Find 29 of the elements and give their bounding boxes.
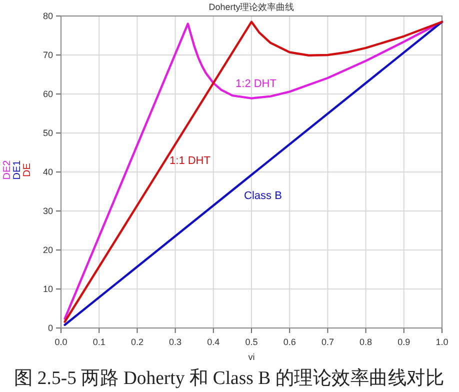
y-tick-label: 40 <box>42 167 53 177</box>
text: DE1 <box>12 160 23 180</box>
y-tick-label: 0 <box>48 323 53 333</box>
x-tick-label: 0.7 <box>321 337 334 347</box>
x-tick-label: 1.0 <box>436 337 448 347</box>
caption: 图 2.5-5 两路 Doherty 和 Class B 的理论效率曲线对比 <box>14 367 450 389</box>
x-tick-label: 0.9 <box>398 337 410 347</box>
y-tick-label: 60 <box>42 89 53 99</box>
x-tick-label: 0.5 <box>245 337 258 347</box>
y-tick-label: 50 <box>42 128 53 138</box>
text: DE2 <box>2 160 13 180</box>
y-tick-label: 20 <box>42 245 53 255</box>
x-tick-label: 0.8 <box>360 337 372 347</box>
x-tick-label: 0.6 <box>283 337 296 347</box>
annotation: Class B <box>244 190 282 202</box>
text: DE <box>22 162 33 177</box>
y-tick-label: 80 <box>42 11 53 21</box>
y-tick-label: 30 <box>42 206 53 216</box>
x-tick-label: 0.1 <box>92 337 106 347</box>
annotation: 1:1 DHT <box>170 155 211 167</box>
chart-title: Doherty理论效率曲线 <box>208 2 294 12</box>
x-axis-title: vi <box>248 352 255 362</box>
x-tick-label: 0.2 <box>130 337 144 347</box>
y-tick-label: 70 <box>42 50 53 60</box>
annotation: 1:2 DHT <box>236 78 277 90</box>
x-tick-label: 0.4 <box>207 337 220 347</box>
x-tick-label: 0.3 <box>169 337 182 347</box>
y-tick-label: 10 <box>42 284 53 294</box>
x-tick-label: 0.0 <box>54 337 68 347</box>
